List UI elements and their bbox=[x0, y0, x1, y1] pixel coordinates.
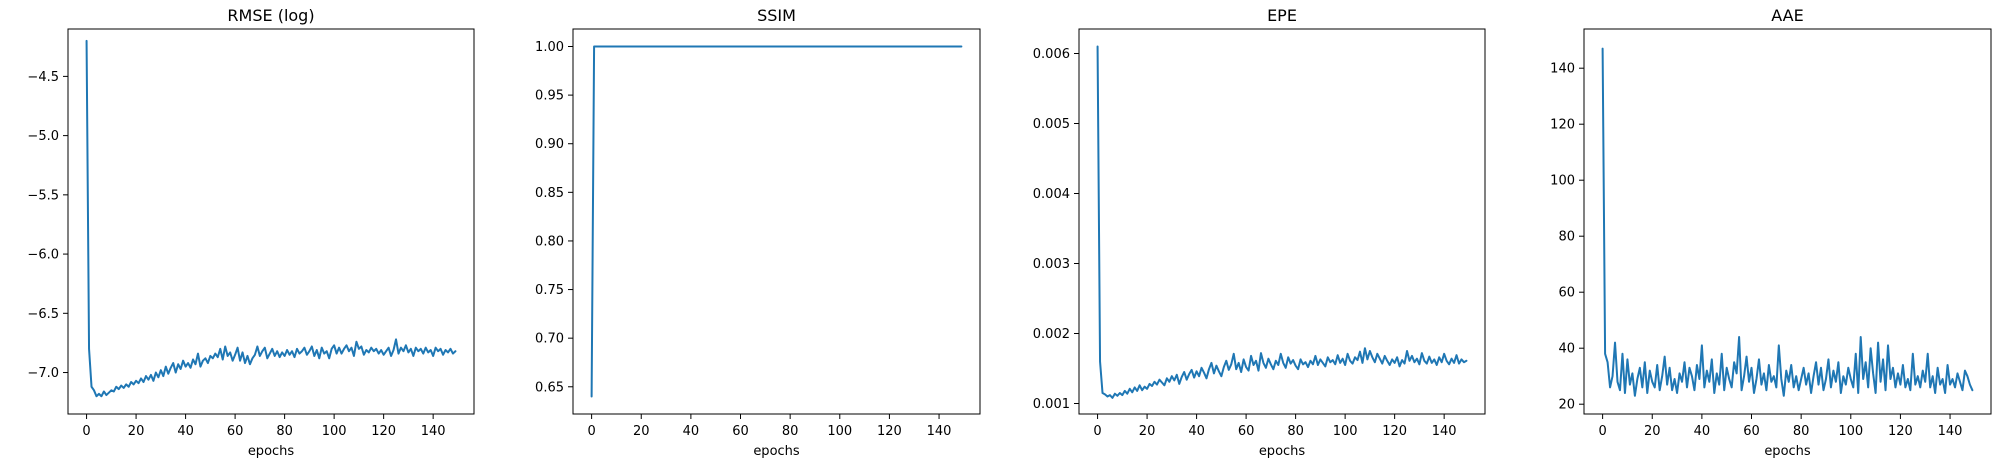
axes-frame bbox=[1078, 28, 1486, 415]
y-tick-label: −6.0 bbox=[27, 248, 59, 263]
x-tick-label: 40 bbox=[1188, 424, 1205, 439]
y-tick-label: −6.5 bbox=[27, 307, 59, 322]
y-tick-label: −5.5 bbox=[27, 188, 59, 203]
y-tick-label: 60 bbox=[1558, 286, 1575, 301]
x-tick-label: 0 bbox=[587, 424, 595, 439]
x-tick-label: 20 bbox=[128, 424, 145, 439]
series-line bbox=[590, 45, 963, 398]
x-tick-label: 20 bbox=[633, 424, 650, 439]
x-tick-label: 100 bbox=[1838, 424, 1863, 439]
y-tick-label: 0.006 bbox=[1033, 47, 1070, 62]
series-line bbox=[1601, 47, 1974, 397]
y-tick-label: 0.65 bbox=[535, 380, 564, 395]
chart-title: AAE bbox=[1771, 6, 1803, 25]
x-tick-label: 80 bbox=[1793, 424, 1810, 439]
y-tick-label: 0.001 bbox=[1033, 397, 1070, 412]
y-tick-label: 0.70 bbox=[535, 332, 564, 347]
x-axis-label: epochs bbox=[1764, 444, 1811, 459]
y-tick-label: 80 bbox=[1558, 230, 1575, 245]
y-tick-label: 20 bbox=[1558, 398, 1575, 413]
subplot-4: 0 20 40 60 80 100 120 140 20 40 60 80 100 120 140 AAE ep… bbox=[1550, 6, 1992, 459]
x-tick-label: 140 bbox=[927, 424, 952, 439]
x-tick-label: 120 bbox=[1382, 424, 1407, 439]
x-tick-label: 60 bbox=[732, 424, 749, 439]
y-tick-label: 0.002 bbox=[1033, 327, 1070, 342]
x-tick-label: 140 bbox=[421, 424, 446, 439]
y-tick-label: −7.0 bbox=[27, 366, 59, 381]
y-tick-label: 0.95 bbox=[535, 89, 564, 104]
series-line bbox=[85, 39, 457, 398]
y-tick-label: −5.0 bbox=[27, 129, 59, 144]
axes-frame bbox=[67, 28, 475, 415]
y-tick-label: 0.90 bbox=[535, 137, 564, 152]
y-tick-label: 40 bbox=[1558, 342, 1575, 357]
x-tick-label: 0 bbox=[1093, 424, 1101, 439]
y-tick-label: 0.003 bbox=[1033, 257, 1070, 272]
y-tick-label: 0.004 bbox=[1033, 187, 1070, 202]
series-line bbox=[1096, 45, 1468, 399]
axes-frame bbox=[572, 28, 981, 415]
subplot-3: 0 20 40 60 80 100 120 140 0.001 0.002 0.003 0.004 0.… bbox=[1033, 6, 1486, 459]
y-tick-label: 100 bbox=[1550, 174, 1575, 189]
x-tick-label: 40 bbox=[683, 424, 700, 439]
subplot-1: 0 20 40 60 80 100 120 140 −7.0 −6.5 −6.0 −5.5 −5.0 −4… bbox=[27, 6, 475, 459]
axes-frame bbox=[1583, 28, 1992, 415]
x-axis-label: epochs bbox=[753, 444, 800, 459]
chart-title: RMSE (log) bbox=[227, 6, 314, 25]
x-tick-label: 20 bbox=[1139, 424, 1156, 439]
x-tick-label: 140 bbox=[1938, 424, 1963, 439]
x-tick-label: 100 bbox=[1333, 424, 1358, 439]
x-tick-label: 20 bbox=[1644, 424, 1661, 439]
x-tick-label: 0 bbox=[82, 424, 90, 439]
x-tick-label: 60 bbox=[1743, 424, 1760, 439]
y-tick-label: 0.80 bbox=[535, 234, 564, 249]
x-tick-label: 140 bbox=[1432, 424, 1457, 439]
x-tick-label: 80 bbox=[1287, 424, 1304, 439]
x-tick-label: 40 bbox=[177, 424, 194, 439]
y-tick-label: 1.00 bbox=[535, 40, 564, 55]
y-tick-label: 120 bbox=[1550, 118, 1575, 133]
x-tick-label: 60 bbox=[227, 424, 244, 439]
y-tick-label: 0.85 bbox=[535, 186, 564, 201]
chart-title: EPE bbox=[1267, 6, 1297, 25]
x-tick-label: 100 bbox=[322, 424, 347, 439]
y-tick-label: 140 bbox=[1550, 62, 1575, 77]
x-tick-label: 0 bbox=[1598, 424, 1606, 439]
x-tick-label: 100 bbox=[827, 424, 852, 439]
x-tick-label: 80 bbox=[782, 424, 799, 439]
y-tick-label: 0.75 bbox=[535, 283, 564, 298]
x-axis-label: epochs bbox=[248, 444, 295, 459]
chart-title: SSIM bbox=[757, 6, 796, 25]
subplot-2: 0 20 40 60 80 100 120 140 0.65 0.70 0.75 0.80 0.85 0.… bbox=[535, 6, 981, 459]
x-tick-label: 120 bbox=[877, 424, 902, 439]
x-tick-label: 120 bbox=[371, 424, 396, 439]
x-tick-label: 60 bbox=[1238, 424, 1255, 439]
y-tick-label: 0.005 bbox=[1033, 117, 1070, 132]
y-tick-label: −4.5 bbox=[27, 70, 59, 85]
x-tick-label: 40 bbox=[1694, 424, 1711, 439]
x-tick-label: 120 bbox=[1888, 424, 1913, 439]
x-tick-label: 80 bbox=[276, 424, 293, 439]
x-axis-label: epochs bbox=[1259, 444, 1306, 459]
